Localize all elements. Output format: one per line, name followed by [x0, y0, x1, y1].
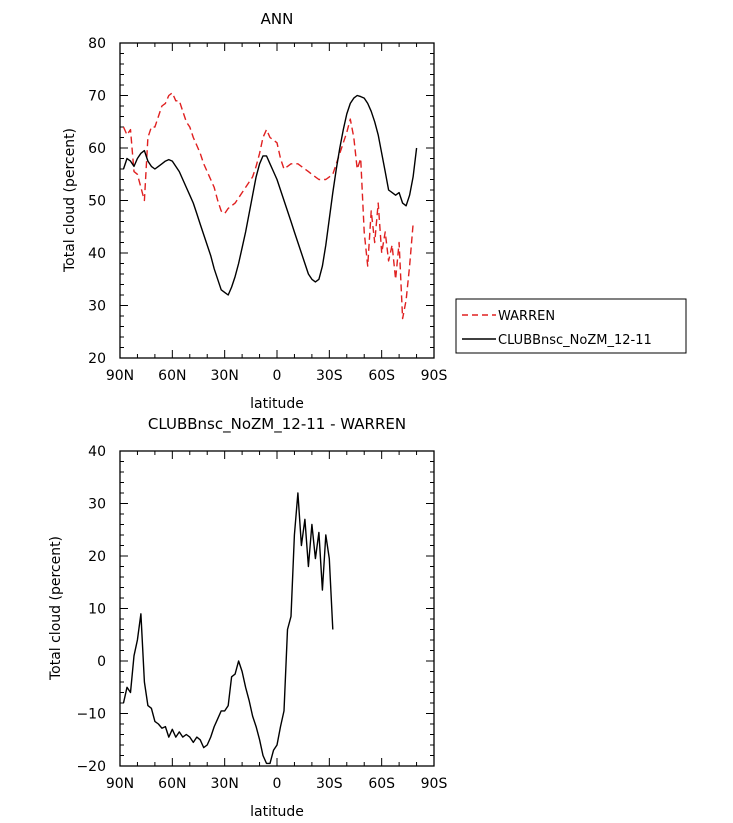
bottom-y-tick-label: 30	[88, 497, 106, 513]
bottom-x-tick-label: 90N	[106, 776, 134, 792]
bottom-x-tick-label: 0	[273, 776, 282, 792]
bottom-chart-title: CLUBBnsc_NoZM_12-11 - WARREN	[148, 415, 406, 434]
top-x-tick-label: 90N	[106, 368, 134, 384]
bottom-y-tick-label: 20	[88, 549, 106, 565]
top-x-tick-label: 0	[273, 368, 282, 384]
bottom-y-tick-label: −20	[76, 759, 106, 775]
top-x-tick-label: 30N	[211, 368, 239, 384]
top-chart-title: ANN	[261, 10, 294, 28]
top-y-tick-label: 80	[88, 36, 106, 52]
top-y-tick-labels: 20 30 40 50 60 70 80	[88, 36, 106, 367]
top-x-tick-label: 90S	[421, 368, 448, 384]
top-y-tick-label: 40	[88, 246, 106, 262]
top-x-tick-label: 60N	[158, 368, 186, 384]
bottom-x-tick-label: 30N	[211, 776, 239, 792]
top-plot-frame	[119, 42, 435, 359]
bottom-plot-frame	[119, 450, 435, 767]
bottom-y-tick-label: 40	[88, 444, 106, 460]
legend-label-clubb: CLUBBnsc_NoZM_12-11	[498, 333, 652, 348]
legend-label-warren: WARREN	[498, 309, 555, 324]
top-y-tick-label: 30	[88, 299, 106, 315]
bottom-x-tick-label: 60N	[158, 776, 186, 792]
bottom-ticks	[119, 450, 435, 767]
top-x-tick-labels: 90N 60N 30N 0 30S 60S 90S	[106, 368, 448, 384]
legend-box	[455, 298, 687, 354]
top-x-axis-label: latitude	[250, 396, 304, 412]
top-y-axis-label: Total cloud (percent)	[62, 128, 78, 273]
bottom-x-tick-label: 90S	[421, 776, 448, 792]
legend: WARREN CLUBBnsc_NoZM_12-11	[455, 298, 687, 354]
bottom-x-axis-label: latitude	[250, 804, 304, 820]
bottom-y-axis-label: Total cloud (percent)	[48, 536, 64, 681]
top-series-line-clubbnsc-nozm-12-11	[122, 94, 418, 296]
bottom-x-tick-labels: 90N 60N 30N 0 30S 60S 90S	[106, 776, 448, 792]
top-y-tick-label: 60	[88, 141, 106, 157]
bottom-x-tick-label: 30S	[316, 776, 343, 792]
bottom-y-tick-labels: −20 −10 0 10 20 30 40	[76, 444, 106, 775]
bottom-y-tick-label: −10	[76, 707, 106, 723]
top-y-tick-label: 70	[88, 89, 106, 105]
top-x-tick-label: 30S	[316, 368, 343, 384]
top-series-line-warren	[122, 92, 414, 320]
top-x-tick-label: 60S	[368, 368, 395, 384]
bottom-x-tick-label: 60S	[368, 776, 395, 792]
top-series-group	[122, 92, 418, 320]
bottom-panel: CLUBBnsc_NoZM_12-11 - WARREN 90N 60N 30N 0 3…	[48, 415, 447, 820]
bottom-series-group	[122, 492, 334, 765]
top-panel: ANN 90N 60N 30N 0 30S 60S 90S 20 30 40 50 60 70 80 l…	[62, 10, 447, 412]
bottom-series-line-0	[122, 492, 334, 765]
top-ticks	[119, 42, 435, 359]
bottom-y-tick-label: 10	[88, 602, 106, 618]
bottom-y-tick-label: 0	[97, 654, 106, 670]
top-y-tick-label: 20	[88, 351, 106, 367]
top-y-tick-label: 50	[88, 194, 106, 210]
